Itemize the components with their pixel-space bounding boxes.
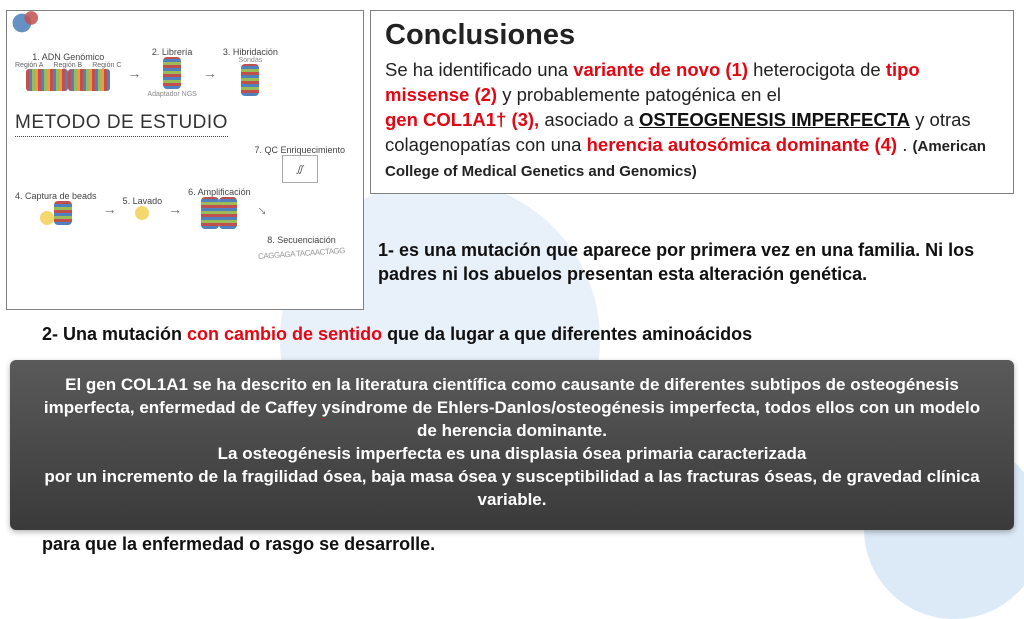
step-label: 1. ADN Genómico bbox=[15, 52, 121, 62]
arrow-icon: → bbox=[127, 65, 141, 81]
arrow-icon: → bbox=[103, 201, 117, 217]
diagram-step-4: 4. Captura de beads bbox=[15, 191, 97, 227]
definition-4-tail: para que la enfermedad o rasgo se desarr… bbox=[42, 534, 1002, 555]
overlay-paragraph-1: El gen COL1A1 se ha descrito en la liter… bbox=[38, 374, 986, 443]
step-sublabel: Sondas bbox=[223, 57, 278, 64]
highlight-variant: variante de novo (1) bbox=[573, 59, 748, 80]
step-sublabel: Adaptador NGS bbox=[147, 91, 196, 98]
overlay-paragraph-3: por un incremento de la fragilidad ósea,… bbox=[38, 466, 986, 512]
definition-2: 2- Una mutación con cambio de sentido qu… bbox=[42, 322, 1002, 346]
definition-1: 1- es una mutación que aparece por prime… bbox=[378, 238, 1014, 287]
arrow-icon: → bbox=[168, 201, 182, 217]
diagram-step-2: 2. Librería Adaptador NGS bbox=[147, 47, 196, 98]
region-labels: Región A Región B Región C bbox=[15, 62, 121, 69]
diagram-step-1: 1. ADN Genómico Región A Región B Región… bbox=[15, 52, 121, 93]
step-label: 4. Captura de beads bbox=[15, 191, 97, 201]
conclusions-body: Se ha identificado una variante de novo … bbox=[385, 58, 999, 183]
overlay-paragraph-2: La osteogénesis imperfecta es una displa… bbox=[38, 443, 986, 466]
highlight-sense-change: con cambio de sentido bbox=[187, 324, 382, 344]
step-label: 2. Librería bbox=[147, 47, 196, 57]
diagram-step-6: 6. Amplificación bbox=[188, 187, 251, 231]
highlight-disease: OSTEOGENESIS IMPERFECTA bbox=[639, 109, 910, 130]
highlight-inheritance: herencia autosómica dominante (4) bbox=[587, 134, 897, 155]
method-diagram-box: 1. ADN Genómico Región A Región B Región… bbox=[6, 10, 364, 310]
step-label: 5. Lavado bbox=[123, 196, 163, 206]
arrow-icon: → bbox=[203, 65, 217, 81]
arrow-icon: → bbox=[253, 198, 274, 219]
overlay-underlined: ysíndrome bbox=[322, 398, 408, 419]
step-label: 3. Hibridación bbox=[223, 47, 278, 57]
diagram-step-3: 3. Hibridación Sondas bbox=[223, 47, 278, 98]
diagram-title: METODO DE ESTUDIO bbox=[15, 112, 228, 137]
step-label: 8. Secuenciación bbox=[258, 235, 345, 245]
diagram-step-7: 7. QC Enriquecimiento ∬ bbox=[254, 145, 345, 183]
step-label: 6. Amplificación bbox=[188, 187, 251, 197]
conclusions-title: Conclusiones bbox=[385, 19, 999, 52]
sequence-text: CAGGAGA TACAACTAGG bbox=[258, 246, 345, 261]
step-label: 7. QC Enriquecimiento bbox=[254, 145, 345, 155]
highlight-gene: gen COL1A1† (3), bbox=[385, 109, 539, 130]
logo-icon bbox=[10, 6, 44, 40]
info-overlay: El gen COL1A1 se ha descrito en la liter… bbox=[10, 360, 1014, 530]
conclusions-box: Conclusiones Se ha identificado una vari… bbox=[370, 10, 1014, 194]
diagram-step-5: 5. Lavado bbox=[123, 196, 163, 222]
diagram-step-8: 8. Secuenciación CAGGAGA TACAACTAGG bbox=[258, 235, 345, 258]
